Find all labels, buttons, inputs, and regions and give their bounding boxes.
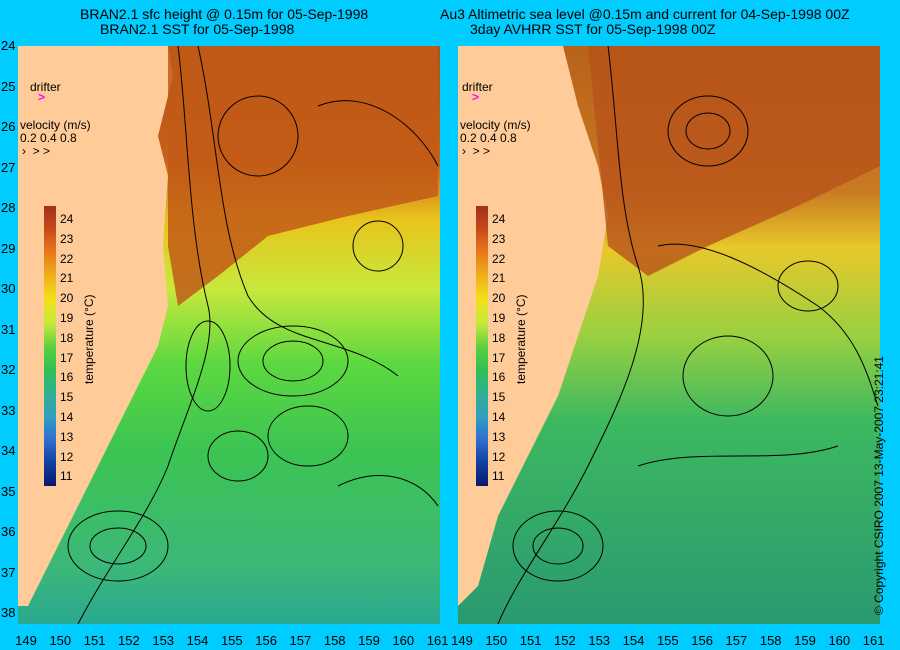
velocity-label-left: velocity (m/s)	[20, 118, 91, 132]
colorbar-tick: 17	[60, 350, 74, 365]
colorbar-tick: 23	[60, 231, 74, 246]
latitude-tick: 36	[1, 524, 16, 539]
colorbar-left	[44, 206, 56, 486]
latitude-tick: 32	[1, 362, 16, 377]
colorbar-tick: 16	[492, 370, 506, 385]
right-map-panel	[458, 46, 880, 624]
longitude-tick-right: 151	[519, 633, 542, 648]
colorbar-title-right: temperature (°C)	[514, 294, 528, 385]
longitude-tick-left: 152	[118, 633, 140, 648]
drifter-label-left: drifter	[30, 80, 61, 94]
left-sst-map	[18, 46, 440, 624]
colorbar-tick: 21	[60, 271, 74, 286]
colorbar-tick: 12	[60, 449, 74, 464]
colorbar-tick: 19	[60, 311, 74, 325]
colorbar-tick: 18	[492, 330, 506, 345]
colorbar-tick: 16	[60, 370, 74, 385]
drifter-marker-left: >	[38, 90, 46, 104]
longitude-tick-left: 154	[186, 633, 209, 648]
left-title-line2: BRAN2.1 SST for 05-Sep-1998	[100, 21, 295, 37]
latitude-tick: 33	[1, 402, 16, 418]
colorbar-tick: 20	[492, 291, 506, 306]
latitude-tick: 25	[1, 78, 16, 94]
colorbar-tick: 21	[492, 271, 506, 286]
left-title-line1: BRAN2.1 sfc height @ 0.15m for 05-Sep-19…	[80, 6, 369, 22]
longitude-tick-right: 160	[828, 633, 851, 648]
latitude-tick: 27	[1, 159, 16, 175]
colorbar-tick: 14	[60, 410, 74, 424]
colorbar-tick: 13	[60, 429, 74, 444]
colorbar-tick: 13	[492, 429, 506, 444]
longitude-tick-left: 150	[49, 633, 72, 648]
colorbar-tick: 24	[492, 212, 506, 226]
longitude-tick-right: 159	[794, 633, 816, 648]
copyright-text: © Copyright CSIRO 2007 13-May-2007 23:21…	[872, 356, 886, 615]
latitude-tick: 26	[1, 119, 16, 134]
drifter-marker-right: >	[472, 90, 480, 104]
colorbar-tick: 11	[492, 469, 505, 484]
latitude-tick: 38	[1, 605, 16, 620]
longitude-tick-right: 157	[725, 633, 748, 648]
right-title-line2: 3day AVHRR SST for 05-Sep-1998 00Z	[470, 21, 716, 37]
velocity-scale-left: 0.2 0.4 0.8	[20, 131, 77, 145]
longitude-tick-right: 152	[554, 633, 576, 648]
longitude-tick-left: 158	[323, 633, 346, 648]
longitude-tick-left: 161	[426, 633, 449, 648]
right-title-line1: Au3 Altimetric sea level @0.15m and curr…	[440, 6, 850, 22]
colorbar-tick: 18	[60, 330, 74, 345]
longitude-tick-right: 154	[622, 633, 645, 648]
colorbar-tick: 17	[492, 350, 506, 365]
longitude-tick-right: 156	[691, 633, 713, 648]
latitude-tick: 29	[1, 240, 16, 256]
longitude-tick-left: 155	[220, 633, 243, 648]
colorbar-tick: 19	[492, 311, 506, 325]
latitude-tick: 24	[1, 38, 16, 53]
colorbar-tick: 14	[492, 410, 506, 424]
velocity-scale-right: 0.2 0.4 0.8	[460, 131, 517, 145]
colorbar-tick: 15	[492, 390, 506, 405]
longitude-tick-right: 158	[759, 633, 782, 648]
colorbar-tick: 23	[492, 231, 506, 246]
longitude-tick-left: 159	[358, 633, 380, 648]
longitude-tick-left: 151	[83, 633, 106, 648]
latitude-tick: 28	[1, 200, 16, 215]
longitude-tick-left: 149	[15, 633, 37, 648]
latitude-tick: 34	[1, 443, 16, 458]
longitude-tick-right: 161	[862, 633, 885, 648]
drifter-label-right: drifter	[462, 80, 493, 94]
colorbar-tick: 24	[60, 212, 74, 226]
longitude-tick-right: 155	[656, 633, 679, 648]
longitude-tick-left: 153	[152, 633, 175, 648]
colorbar-right	[476, 206, 488, 486]
velocity-arrows-right: › > >	[462, 144, 491, 158]
longitude-tick-right: 149	[451, 633, 473, 648]
colorbar-tick: 22	[492, 251, 506, 266]
longitude-tick-right: 153	[588, 633, 611, 648]
colorbar-tick: 15	[60, 390, 74, 405]
colorbar-tick: 22	[60, 251, 74, 266]
latitude-tick: 37	[1, 564, 16, 580]
latitude-tick: 35	[1, 483, 16, 499]
right-sst-map	[458, 46, 880, 624]
colorbar-tick: 11	[60, 469, 73, 484]
colorbar-tick: 12	[492, 449, 506, 464]
longitude-tick-left: 156	[255, 633, 277, 648]
colorbar-title-left: temperature (°C)	[82, 294, 96, 385]
longitude-tick-left: 160	[392, 633, 415, 648]
latitude-tick: 30	[1, 281, 16, 296]
velocity-arrows-left: › > >	[22, 144, 51, 158]
colorbar-tick: 20	[60, 291, 74, 306]
velocity-label-right: velocity (m/s)	[460, 118, 531, 132]
left-map-panel	[18, 46, 440, 624]
longitude-tick-left: 157	[289, 633, 312, 648]
latitude-tick: 31	[1, 321, 16, 337]
longitude-tick-right: 150	[485, 633, 508, 648]
